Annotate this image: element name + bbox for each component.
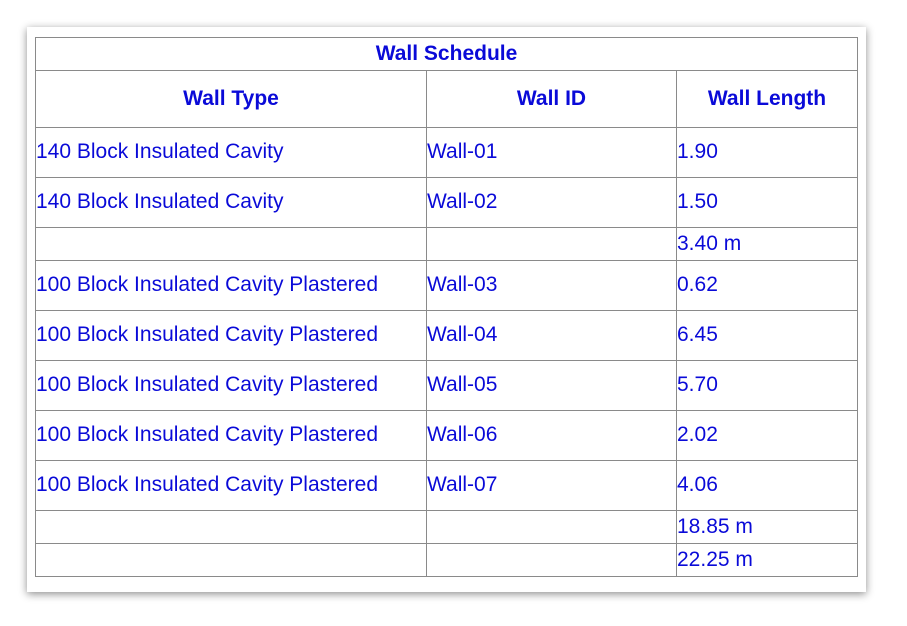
wall-id-cell[interactable]: Wall-03 (426, 260, 677, 311)
wall-type-cell[interactable]: 100 Block Insulated Cavity Plastered (35, 460, 427, 511)
schedule-title: Wall Schedule (35, 37, 858, 71)
wall-id-cell[interactable]: Wall-02 (426, 177, 677, 228)
empty-cell (426, 543, 677, 577)
wall-type-cell[interactable]: 140 Block Insulated Cavity (35, 127, 427, 178)
table-row[interactable]: 100 Block Insulated Cavity Plastered Wal… (35, 460, 858, 511)
wall-length-cell[interactable]: 6.45 (676, 310, 858, 361)
wall-length-cell[interactable]: 0.62 (676, 260, 858, 311)
wall-type-cell[interactable]: 100 Block Insulated Cavity Plastered (35, 410, 427, 461)
subtotal-row: 3.40 m (35, 227, 858, 261)
schedule-sheet: Wall Schedule Wall Type Wall ID Wall Len… (27, 27, 866, 592)
empty-cell (35, 543, 427, 577)
wall-id-cell[interactable]: Wall-05 (426, 360, 677, 411)
subtotal-length-cell: 3.40 m (676, 227, 858, 261)
empty-cell (426, 227, 677, 261)
wall-id-cell[interactable]: Wall-07 (426, 460, 677, 511)
wall-schedule-table: Wall Schedule Wall Type Wall ID Wall Len… (35, 37, 858, 577)
table-row[interactable]: 140 Block Insulated Cavity Wall-02 1.50 (35, 177, 858, 228)
wall-type-cell[interactable]: 140 Block Insulated Cavity (35, 177, 427, 228)
table-row[interactable]: 100 Block Insulated Cavity Plastered Wal… (35, 410, 858, 461)
header-row: Wall Type Wall ID Wall Length (35, 70, 858, 128)
wall-length-cell[interactable]: 1.90 (676, 127, 858, 178)
wall-type-cell[interactable]: 100 Block Insulated Cavity Plastered (35, 310, 427, 361)
empty-cell (35, 227, 427, 261)
empty-cell (35, 510, 427, 544)
wall-length-cell[interactable]: 5.70 (676, 360, 858, 411)
table-row[interactable]: 140 Block Insulated Cavity Wall-01 1.90 (35, 127, 858, 178)
wall-id-cell[interactable]: Wall-06 (426, 410, 677, 461)
wall-length-cell[interactable]: 4.06 (676, 460, 858, 511)
wall-type-cell[interactable]: 100 Block Insulated Cavity Plastered (35, 360, 427, 411)
wall-length-cell[interactable]: 1.50 (676, 177, 858, 228)
column-header-wall-type[interactable]: Wall Type (35, 70, 427, 128)
subtotal-row: 18.85 m (35, 510, 858, 544)
grand-total-row: 22.25 m (35, 543, 858, 577)
table-row[interactable]: 100 Block Insulated Cavity Plastered Wal… (35, 260, 858, 311)
empty-cell (426, 510, 677, 544)
table-row[interactable]: 100 Block Insulated Cavity Plastered Wal… (35, 310, 858, 361)
wall-type-cell[interactable]: 100 Block Insulated Cavity Plastered (35, 260, 427, 311)
wall-id-cell[interactable]: Wall-04 (426, 310, 677, 361)
title-row: Wall Schedule (35, 37, 858, 71)
column-header-wall-id[interactable]: Wall ID (426, 70, 677, 128)
wall-length-cell[interactable]: 2.02 (676, 410, 858, 461)
subtotal-length-cell: 18.85 m (676, 510, 858, 544)
table-row[interactable]: 100 Block Insulated Cavity Plastered Wal… (35, 360, 858, 411)
column-header-wall-length[interactable]: Wall Length (676, 70, 858, 128)
grand-total-length-cell: 22.25 m (676, 543, 858, 577)
wall-id-cell[interactable]: Wall-01 (426, 127, 677, 178)
